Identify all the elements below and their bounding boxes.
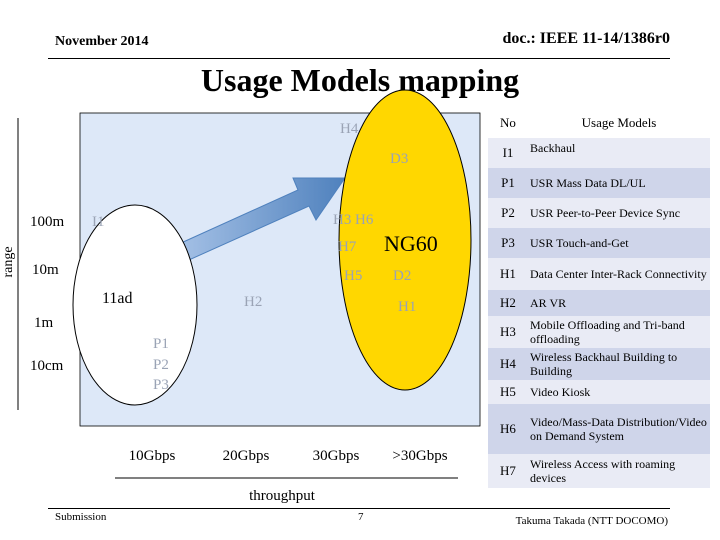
x-tick-30gbps: 30Gbps xyxy=(313,448,360,464)
row-no: H4 xyxy=(488,348,528,380)
y-tick-10m: 10m xyxy=(32,262,59,278)
row-model: Wireless Backhaul Building to Building xyxy=(528,348,710,380)
row-no: I1 xyxy=(488,138,528,168)
point-h4: H4 xyxy=(340,121,359,137)
x-tick-20gbps: 20Gbps xyxy=(223,448,270,464)
header-date: November 2014 xyxy=(55,34,149,49)
point-i1: I1 xyxy=(92,214,105,230)
row-no: H3 xyxy=(488,316,528,348)
ad11-label: 11ad xyxy=(102,290,133,307)
point-p2: P2 xyxy=(153,357,169,373)
row-no: H2 xyxy=(488,290,528,316)
row-model: USR Touch-and-Get xyxy=(528,228,710,258)
point-d3: D3 xyxy=(390,151,408,167)
point-h1: H1 xyxy=(398,299,416,315)
row-model: Backhaul xyxy=(528,138,710,168)
row-model: Video Kiosk xyxy=(528,380,710,404)
row-no: H6 xyxy=(488,404,528,454)
row-model: USR Mass Data DL/UL xyxy=(528,168,710,198)
point-h5: H5 xyxy=(344,268,362,284)
footer-author: Takuma Takada (NTT DOCOMO) xyxy=(515,515,668,527)
footer-submission: Submission xyxy=(55,511,107,523)
row-no: P1 xyxy=(488,168,528,198)
row-model: USR Peer-to-Peer Device Sync xyxy=(528,198,710,228)
point-d2: D2 xyxy=(393,268,411,284)
col-header-no: No xyxy=(500,115,516,130)
x-axis-label: throughput xyxy=(249,488,316,504)
row-model: Data Center Inter-Rack Connectivity xyxy=(528,258,710,290)
ng60-label: NG60 xyxy=(384,231,438,256)
y-tick-1m: 1m xyxy=(34,315,54,331)
row-no: H1 xyxy=(488,258,528,290)
y-axis-label: range xyxy=(1,246,16,277)
header-divider xyxy=(48,58,670,59)
col-header-usage-models: Usage Models xyxy=(581,115,657,130)
point-h7: H7 xyxy=(338,239,357,255)
row-model: Wireless Access with roaming devices xyxy=(528,454,710,488)
point-h2: H2 xyxy=(244,294,262,310)
header-doc-number: doc.: IEEE 11-14/1386r0 xyxy=(502,30,670,47)
row-model: Mobile Offloading and Tri-band offloadin… xyxy=(528,316,710,348)
row-no: P2 xyxy=(488,198,528,228)
point-h6: H6 xyxy=(355,212,374,228)
ad11-region xyxy=(72,204,198,406)
y-tick-100m: 100m xyxy=(30,214,65,230)
footer-page-number: 7 xyxy=(358,511,364,523)
growth-arrow xyxy=(169,177,346,265)
row-no: P3 xyxy=(488,228,528,258)
row-no: H7 xyxy=(488,454,528,488)
x-tick-10gbps: 10Gbps xyxy=(129,448,176,464)
ng60-region xyxy=(338,89,472,391)
row-model: AR VR xyxy=(528,290,710,316)
footer-divider xyxy=(48,508,670,509)
row-model: Video/Mass-Data Distribution/Video on De… xyxy=(528,404,710,454)
point-p3: P3 xyxy=(153,377,169,393)
x-tick-gt30gbps: >30Gbps xyxy=(392,448,447,464)
point-h3: H3 xyxy=(333,212,351,228)
y-tick-10cm: 10cm xyxy=(30,358,64,374)
point-p1: P1 xyxy=(153,336,169,352)
row-no: H5 xyxy=(488,380,528,404)
slide-title: Usage Models mapping xyxy=(200,62,520,98)
usage-models-table: No Usage Models I1 Backhaul P1 USR Mass Da… xyxy=(488,108,710,488)
